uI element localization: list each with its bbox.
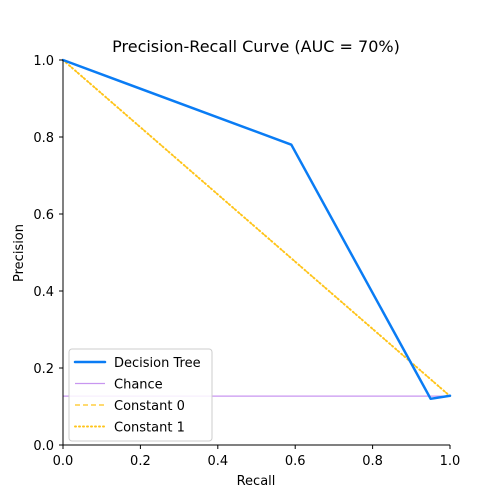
series-layer (61, 58, 452, 401)
y-tick-label: 0.2 (33, 362, 54, 377)
x-tick-label: 0.8 (362, 454, 383, 469)
x-tick-label: 0.0 (53, 454, 74, 469)
series-line-constant-0 (62, 59, 451, 397)
y-tick-label: 1.0 (33, 54, 54, 69)
x-tick-label: 0.4 (207, 454, 228, 469)
x-axis-label: Recall (237, 474, 276, 489)
x-tick-label: 0.6 (285, 454, 306, 469)
y-tick-label: 0.0 (33, 439, 54, 454)
legend-label-decision-tree: Decision Tree (114, 356, 201, 371)
y-tick-label: 0.6 (33, 208, 54, 223)
legend-label-chance: Chance (114, 378, 163, 393)
series-line-decision-tree (61, 58, 452, 401)
legend: Decision Tree Chance Constant 0 Constant 1 (68, 348, 213, 442)
y-axis-label: Precision (12, 224, 27, 282)
y-tick-label: 0.4 (33, 285, 54, 300)
y-tick-label: 0.8 (33, 131, 54, 146)
axes-layer (62, 60, 450, 446)
legend-label-constant-0: Constant 0 (114, 399, 185, 414)
legend-label-constant-1: Constant 1 (114, 421, 185, 436)
ticks-layer: 0.0 0.2 0.4 0.6 0.8 1.0 0.0 0.2 0.4 0.6 0.8 1.0 (33, 54, 460, 469)
legend-box (68, 348, 213, 442)
chart-title: Precision-Recall Curve (AUC = 70%) (112, 37, 400, 56)
x-tick-label: 1.0 (440, 454, 461, 469)
x-tick-label: 0.2 (130, 454, 151, 469)
